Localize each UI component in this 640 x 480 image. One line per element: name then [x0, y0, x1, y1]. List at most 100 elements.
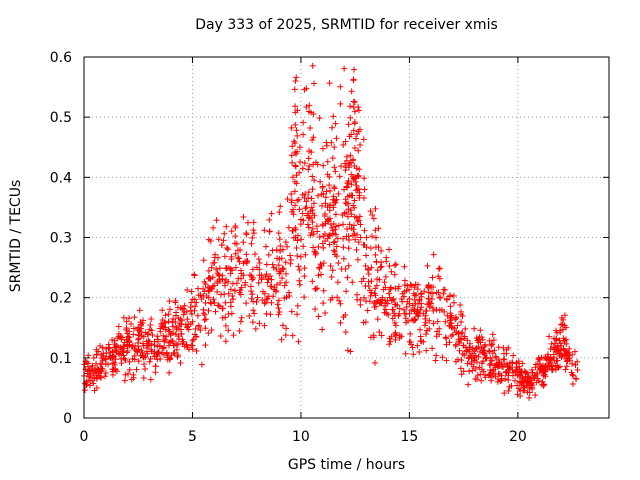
- data-point-marker: [355, 239, 362, 246]
- data-point-marker: [558, 354, 565, 361]
- data-point-marker: [144, 350, 151, 357]
- data-point-marker: [460, 342, 467, 349]
- data-point-marker: [385, 311, 392, 318]
- data-point: [311, 212, 318, 219]
- data-point: [90, 380, 97, 387]
- data-point-marker: [330, 247, 337, 254]
- data-point: [524, 389, 531, 396]
- data-point: [166, 369, 173, 376]
- data-point-marker: [201, 288, 208, 295]
- data-point-marker: [293, 172, 300, 179]
- data-point: [269, 261, 276, 268]
- data-point: [367, 292, 374, 299]
- data-point: [563, 336, 570, 343]
- data-point-marker: [320, 162, 327, 169]
- data-point: [320, 233, 327, 240]
- data-point: [181, 302, 188, 309]
- data-point-marker: [296, 277, 303, 284]
- data-point-marker: [471, 354, 478, 361]
- data-point-marker: [146, 342, 153, 349]
- data-point: [288, 197, 295, 204]
- data-point-marker: [191, 272, 198, 279]
- data-point-marker: [153, 353, 160, 360]
- data-point-marker: [374, 276, 381, 283]
- data-point-marker: [308, 149, 315, 156]
- data-point-marker: [360, 136, 367, 143]
- data-point: [333, 253, 340, 260]
- data-point-marker: [303, 198, 310, 205]
- y-axis-label: SRMTID / TECUs: [8, 179, 24, 293]
- data-point-marker: [500, 356, 507, 363]
- data-point: [276, 255, 283, 262]
- data-point-marker: [347, 103, 354, 110]
- y-tick-label: 0.3: [50, 231, 72, 247]
- data-point-marker: [125, 370, 132, 377]
- data-point: [222, 322, 229, 329]
- data-point-marker: [268, 210, 275, 217]
- data-point: [302, 251, 309, 258]
- data-point-marker: [231, 240, 238, 247]
- data-point: [149, 331, 156, 338]
- data-point-marker: [145, 337, 152, 344]
- data-point: [483, 355, 490, 362]
- data-point: [97, 343, 104, 350]
- data-point: [423, 347, 430, 354]
- data-point: [323, 142, 330, 149]
- data-point: [422, 312, 429, 319]
- data-point-marker: [406, 300, 413, 307]
- data-point: [296, 158, 303, 165]
- data-point: [170, 315, 177, 322]
- data-point: [466, 368, 473, 375]
- data-point-marker: [286, 292, 293, 299]
- data-point: [402, 350, 409, 357]
- data-point-marker: [296, 267, 303, 274]
- data-point-marker: [287, 260, 294, 267]
- data-point: [259, 288, 266, 295]
- data-point: [275, 297, 282, 304]
- data-point: [140, 375, 147, 382]
- data-point-marker: [277, 279, 284, 286]
- data-point-marker: [147, 322, 154, 329]
- data-point-marker: [295, 338, 302, 345]
- data-point-marker: [254, 294, 261, 301]
- data-point: [334, 294, 341, 301]
- data-point-marker: [305, 155, 312, 162]
- data-point: [329, 227, 336, 234]
- data-point-marker: [230, 296, 237, 303]
- data-point: [248, 240, 255, 247]
- data-point-marker: [289, 159, 296, 166]
- data-point: [178, 330, 185, 337]
- data-point-marker: [546, 333, 553, 340]
- data-point-marker: [344, 274, 351, 281]
- data-point-marker: [178, 317, 185, 324]
- data-point: [350, 175, 357, 182]
- data-point-marker: [552, 348, 559, 355]
- data-point-marker: [379, 294, 386, 301]
- data-point-marker: [481, 372, 488, 379]
- data-point-marker: [429, 274, 436, 281]
- data-point-marker: [232, 233, 239, 240]
- data-point-marker: [189, 346, 196, 353]
- data-point: [147, 355, 154, 362]
- data-point: [112, 356, 119, 363]
- data-point-marker: [278, 336, 285, 343]
- data-point: [201, 317, 208, 324]
- data-point: [188, 288, 195, 295]
- data-point: [331, 185, 338, 192]
- data-point: [447, 317, 454, 324]
- data-point: [315, 243, 322, 250]
- data-point-marker: [320, 244, 327, 251]
- data-point-marker: [152, 363, 159, 370]
- data-point: [501, 390, 508, 397]
- data-point: [350, 127, 357, 134]
- data-point-marker: [312, 251, 319, 258]
- data-point: [424, 327, 431, 334]
- data-point: [535, 377, 542, 384]
- data-point-marker: [496, 371, 503, 378]
- data-point-marker: [259, 297, 266, 304]
- data-point-marker: [250, 307, 257, 314]
- data-point-marker: [128, 343, 135, 350]
- data-point-marker: [296, 158, 303, 165]
- data-point-marker: [89, 362, 96, 369]
